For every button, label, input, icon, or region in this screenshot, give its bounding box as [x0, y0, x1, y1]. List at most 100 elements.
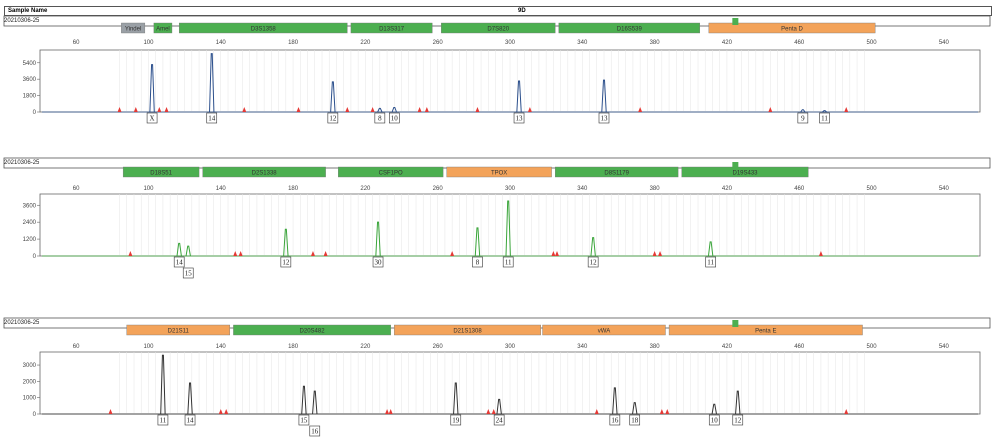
peak — [822, 110, 828, 113]
panel-1-date: 20210306-25 — [4, 18, 40, 24]
red-marker — [128, 251, 133, 256]
y-tick-label: 0 — [33, 412, 37, 418]
peak — [800, 109, 806, 113]
panel-3-date: 20210306-25 — [4, 320, 40, 326]
y-tick-label: 5400 — [23, 61, 37, 67]
red-marker — [224, 409, 229, 414]
locus-label: D7S820 — [487, 27, 509, 33]
ladder-marker — [732, 320, 739, 327]
peak — [377, 107, 383, 113]
ladder-marker — [732, 162, 739, 169]
x-tick-label: 180 — [288, 40, 299, 46]
allele-label: 11 — [505, 259, 512, 267]
red-marker — [388, 409, 393, 414]
allele-label: 9 — [801, 115, 805, 123]
allele-label: 12 — [329, 115, 337, 123]
red-marker — [370, 107, 375, 112]
peak — [375, 221, 381, 257]
red-marker — [117, 107, 122, 112]
red-marker — [652, 251, 657, 256]
locus-label: D20S482 — [300, 329, 326, 335]
allele-label: 11 — [821, 115, 828, 123]
x-tick-label: 140 — [216, 40, 227, 46]
locus-bar-tpox — [446, 166, 552, 178]
x-tick-label: 460 — [794, 344, 805, 350]
locus-bar-d3s1358 — [178, 22, 348, 34]
peak — [707, 241, 714, 257]
allele-box — [298, 414, 310, 426]
x-tick-label: 260 — [433, 344, 444, 350]
peak — [453, 382, 459, 415]
x-tick-label: 260 — [433, 186, 444, 192]
panel-2-date: 20210306-25 — [4, 160, 40, 166]
x-tick-label: 420 — [722, 40, 733, 46]
x-tick-label: 100 — [143, 40, 154, 46]
x-tick-label: 100 — [143, 344, 154, 350]
red-marker — [238, 251, 243, 256]
allele-label: 12 — [734, 417, 742, 425]
locus-label: D2S1338 — [252, 171, 278, 177]
allele-label: 10 — [391, 115, 399, 123]
allele-box — [389, 112, 400, 124]
red-marker — [424, 107, 429, 112]
x-tick-label: 540 — [939, 344, 950, 350]
peak — [391, 106, 397, 113]
y-tick-label: 1200 — [23, 237, 37, 243]
x-tick-label: 460 — [794, 186, 805, 192]
x-tick-label: 140 — [216, 344, 227, 350]
x-tick-label: 220 — [360, 186, 371, 192]
locus-bar-d13s317 — [350, 22, 433, 34]
allele-label: 30 — [375, 259, 383, 267]
red-marker — [133, 107, 138, 112]
red-marker — [164, 107, 169, 112]
x-tick-label: 60 — [73, 186, 80, 192]
locus-bar-d2s1338 — [202, 166, 326, 178]
x-tick-label: 60 — [73, 344, 80, 350]
allele-label: 24 — [496, 417, 504, 425]
allele-box — [629, 414, 641, 426]
allele-label: 15 — [185, 270, 193, 278]
red-marker — [475, 107, 480, 112]
peak — [312, 390, 318, 415]
allele-label: 14 — [187, 417, 195, 425]
peak — [516, 80, 522, 113]
red-marker — [323, 251, 328, 256]
red-marker — [157, 107, 162, 112]
allele-box — [280, 256, 292, 268]
peak — [209, 53, 215, 113]
allele-box — [146, 112, 158, 124]
peak — [176, 242, 182, 257]
allele-label: 13 — [601, 115, 609, 123]
allele-box — [797, 112, 809, 124]
locus-label: D3S1358 — [251, 27, 277, 33]
red-marker — [345, 107, 350, 112]
locus-bar-d21s11 — [126, 324, 231, 336]
red-marker — [491, 409, 496, 414]
x-tick-label: 300 — [505, 186, 516, 192]
peak — [601, 79, 607, 113]
allele-box — [184, 414, 196, 426]
red-marker — [594, 409, 599, 414]
peak — [301, 385, 307, 415]
peak — [330, 81, 336, 113]
allele-box — [609, 414, 621, 426]
sample-name-label: Sample Name — [8, 8, 48, 14]
red-marker — [844, 107, 849, 112]
locus-bar-d7s820 — [441, 22, 556, 34]
peak — [496, 398, 502, 415]
red-marker — [638, 107, 643, 112]
x-tick-label: 500 — [867, 186, 878, 192]
peak — [590, 237, 596, 257]
allele-box — [372, 256, 384, 268]
allele-label: 15 — [300, 417, 308, 425]
allele-box — [309, 425, 321, 437]
x-tick-label: 460 — [794, 40, 805, 46]
locus-label: TPOX — [491, 171, 507, 177]
red-marker — [218, 409, 223, 414]
red-marker — [527, 107, 532, 112]
red-marker — [486, 409, 491, 414]
sample-name-value: 9D — [518, 8, 526, 14]
y-tick-label: 1800 — [23, 94, 37, 100]
y-tick-label: 0 — [33, 110, 37, 116]
x-tick-label: 300 — [505, 40, 516, 46]
